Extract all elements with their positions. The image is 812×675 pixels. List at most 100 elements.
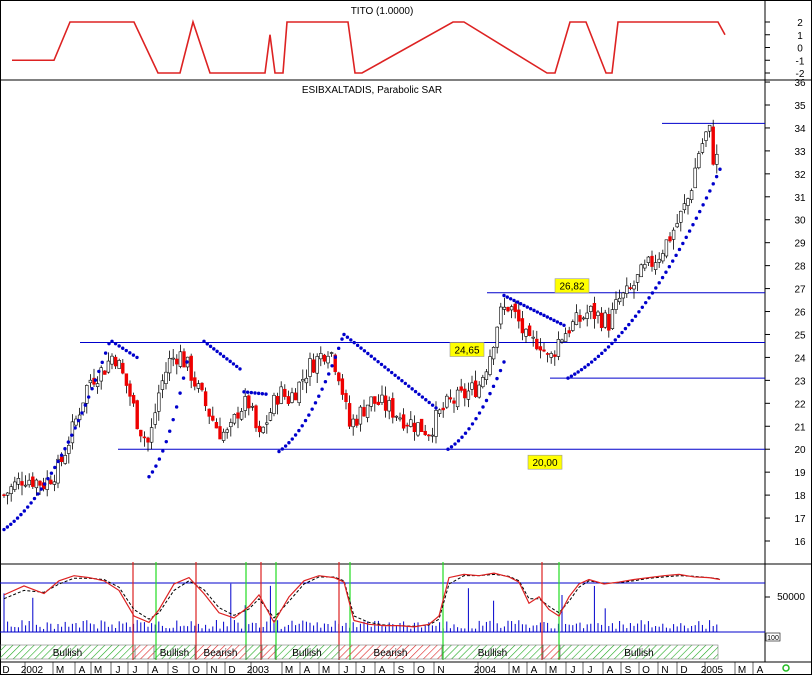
candle-body: [365, 404, 370, 418]
candle-body: [311, 359, 316, 373]
candle-body: [434, 410, 438, 437]
sar-dot: [711, 182, 715, 186]
candle-body: [455, 389, 460, 408]
candle-body: [167, 358, 172, 374]
sar-dot: [714, 174, 719, 179]
candle-body: [369, 396, 373, 407]
candle-body: [574, 312, 579, 325]
candle-body: [459, 386, 463, 391]
candle-body: [196, 383, 201, 389]
candle-body: [261, 426, 265, 433]
candle-body: [689, 190, 694, 200]
time-axis-label: S: [172, 665, 179, 675]
sar-dot: [277, 449, 281, 454]
sar-dot: [93, 378, 98, 382]
sar-dot: [640, 305, 645, 309]
stochastic-fast-line: [3, 572, 721, 628]
candle-body: [391, 398, 395, 418]
sar-dot: [340, 337, 344, 341]
sar-dot: [235, 364, 239, 369]
candle-body: [470, 382, 474, 390]
sar-dot: [264, 392, 268, 396]
oscillator-panel: 50000 100: [0, 562, 805, 660]
candle-body: [585, 312, 589, 319]
level-label: 24,65: [454, 346, 479, 357]
sar-dot: [502, 360, 506, 364]
candle-body: [394, 415, 399, 418]
time-axis-label: A: [757, 665, 764, 675]
sar-dot: [667, 265, 672, 269]
sar-dot: [453, 442, 457, 446]
candle-body: [279, 386, 283, 404]
candle-body: [88, 379, 93, 384]
candle-body: [63, 455, 67, 464]
sar-dot: [19, 512, 23, 517]
candle-body: [340, 378, 345, 395]
time-axis-label: 2003: [247, 665, 270, 675]
price-tick-label: 19: [794, 468, 806, 479]
sar-dot: [260, 392, 265, 396]
sar-dot: [647, 296, 651, 300]
trend-band-label: Bullish: [624, 648, 653, 659]
candle-body: [178, 351, 183, 367]
volume-scale-label: 100: [767, 635, 779, 642]
price-tick-label: 17: [794, 514, 806, 525]
time-axis-label: M: [549, 665, 557, 675]
sar-dot: [157, 457, 162, 461]
candle-body: [488, 356, 492, 375]
sar-dot: [518, 302, 523, 306]
sar-dot: [369, 354, 373, 358]
sar-dot: [376, 359, 380, 364]
candle-body: [315, 356, 319, 374]
sar-dot: [178, 391, 182, 395]
candle-body: [171, 357, 175, 360]
sar-dot: [32, 496, 37, 501]
candle-body: [563, 333, 568, 342]
sar-dot: [86, 395, 91, 399]
time-axis-label: 2002: [21, 665, 44, 675]
sar-dot: [12, 519, 16, 523]
sar-dot: [249, 390, 254, 395]
trend-band-label: Bullish: [160, 648, 189, 659]
sar-dot: [310, 407, 314, 411]
sar-dot: [558, 321, 563, 326]
time-axis-label: N: [661, 665, 668, 675]
candle-body: [549, 353, 553, 358]
time-axis-label: D: [680, 665, 687, 675]
candle-body: [473, 380, 478, 398]
sar-dot: [154, 464, 158, 468]
volume-tick-label: 50000: [777, 592, 805, 603]
candle-body: [139, 429, 143, 437]
time-axis-label: M: [322, 665, 330, 675]
sar-dot: [221, 354, 226, 359]
sar-dot: [22, 509, 27, 513]
sar-dot: [320, 387, 324, 391]
candle-body: [373, 396, 377, 404]
candle-body: [387, 400, 391, 412]
sar-dot: [488, 391, 492, 396]
candle-body: [553, 354, 557, 357]
sar-dot: [498, 368, 503, 373]
sar-dot: [654, 286, 658, 290]
sar-dot: [131, 353, 136, 357]
sar-dot: [83, 403, 87, 407]
sar-dot: [701, 203, 705, 207]
sar-dot: [548, 316, 553, 321]
candle-body: [308, 358, 312, 377]
candle-body: [675, 223, 679, 228]
candle-body: [16, 478, 21, 485]
candle-body: [715, 153, 719, 165]
candle-body: [664, 239, 669, 257]
candle-body: [326, 355, 330, 364]
candle-body: [527, 325, 532, 336]
candle-body: [686, 198, 690, 206]
candle-body: [225, 429, 229, 433]
price-tick-label: 36: [794, 78, 806, 89]
time-axis-label: A: [607, 665, 614, 675]
sar-dot: [562, 323, 566, 327]
candle-body: [124, 373, 129, 386]
sar-dot: [245, 390, 250, 394]
sar-dot: [100, 360, 104, 365]
time-axis-label: A: [379, 665, 386, 675]
sar-dot: [379, 362, 384, 367]
